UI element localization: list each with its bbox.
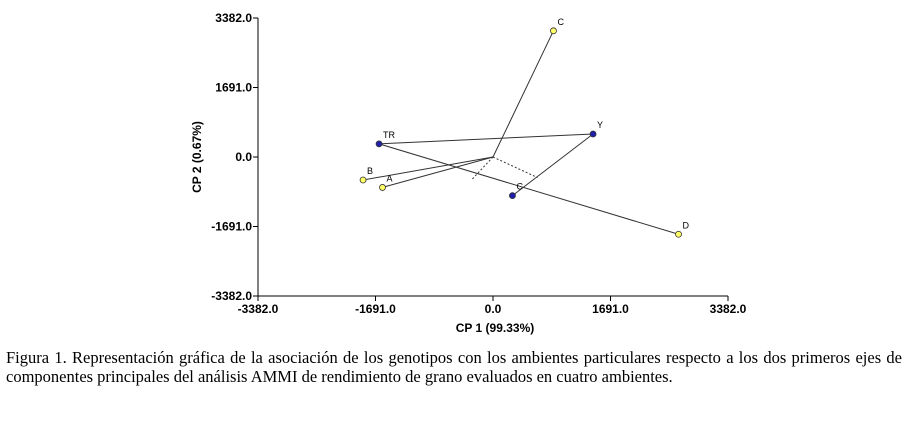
y-tick-label: -1691.0 bbox=[211, 220, 252, 234]
x-axis-title: CP 1 (99.33%) bbox=[456, 321, 535, 335]
figure-caption: Figura 1. Representación gráfica de la a… bbox=[6, 348, 902, 386]
point-a bbox=[379, 184, 386, 191]
point-tr bbox=[375, 140, 383, 148]
x-tick-label: -3382.0 bbox=[238, 302, 279, 316]
x-tick-label: -1691.0 bbox=[355, 302, 396, 316]
point-y bbox=[589, 130, 597, 138]
y-tick-label: -3382.0 bbox=[211, 289, 252, 303]
x-tick-label: 0.0 bbox=[485, 302, 502, 316]
vector-line bbox=[382, 156, 494, 188]
point-c bbox=[550, 27, 557, 35]
tick-layer: 3382.0 1691.0 0.0 -1691.0 -3382.0-3382.0 -169… bbox=[211, 11, 746, 316]
projection-line bbox=[492, 156, 538, 179]
y-tick-label: 3382.0 bbox=[215, 11, 252, 25]
vector-line bbox=[362, 156, 494, 181]
y-tick-label: 1691.0 bbox=[215, 81, 252, 95]
point-label: TR bbox=[383, 130, 395, 140]
point-label: A bbox=[387, 173, 393, 183]
vector-line bbox=[379, 133, 594, 145]
point-label: C bbox=[557, 17, 564, 27]
point-c bbox=[509, 192, 516, 200]
point-label: D bbox=[683, 220, 690, 230]
point-label: C bbox=[516, 182, 523, 192]
projection-line bbox=[471, 156, 494, 180]
y-tick-label: 0.0 bbox=[235, 150, 252, 164]
vector-line bbox=[492, 30, 554, 158]
point-b bbox=[359, 176, 367, 184]
ammi-biplot: 3382.0 1691.0 0.0 -1691.0 -3382.0-3382.0 -169… bbox=[190, 11, 747, 335]
y-axis-title: CP 2 (0.67%) bbox=[190, 121, 204, 193]
vector-lines bbox=[362, 30, 679, 235]
vector-line bbox=[512, 133, 594, 197]
data-points: C B A D TR Y C bbox=[359, 17, 690, 238]
point-label: B bbox=[367, 166, 373, 176]
point-d bbox=[675, 230, 682, 238]
x-tick-label: 3382.0 bbox=[710, 302, 747, 316]
x-tick-label: 1691.0 bbox=[592, 302, 629, 316]
vector-line bbox=[378, 143, 679, 235]
point-label: Y bbox=[597, 120, 603, 130]
